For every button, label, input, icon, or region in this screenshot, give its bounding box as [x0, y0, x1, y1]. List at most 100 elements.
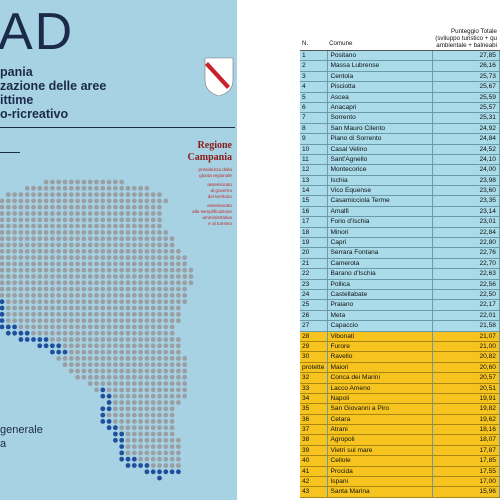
map-dot — [125, 444, 131, 449]
map-dot — [144, 274, 150, 279]
table-cell: Meta — [328, 310, 434, 321]
map-dot — [100, 185, 106, 191]
table-cell: 29 — [300, 341, 329, 352]
map-dot — [150, 318, 156, 323]
map-dot — [56, 337, 62, 342]
map-dot — [125, 236, 131, 242]
map-dot — [94, 179, 99, 185]
map-dot — [81, 299, 87, 305]
map-dot — [125, 431, 131, 437]
map-dot — [94, 274, 99, 279]
map-dot — [157, 469, 162, 475]
map-dot — [37, 337, 43, 342]
map-dot — [150, 450, 156, 456]
map-dot — [94, 330, 99, 336]
map-dot — [113, 419, 118, 424]
map-dot — [150, 337, 156, 342]
map-dot — [106, 230, 112, 235]
map-dot — [150, 456, 156, 462]
map-dot — [62, 318, 68, 323]
map-dot — [119, 248, 125, 254]
map-dot — [0, 293, 5, 298]
map-dot — [81, 211, 87, 216]
map-dot — [163, 280, 169, 286]
map-dot — [87, 267, 93, 273]
table-cell: protette — [300, 362, 329, 373]
map-dot — [106, 318, 112, 323]
map-dot — [43, 261, 49, 267]
map-dot — [31, 242, 36, 248]
table-cell: 24 — [300, 289, 329, 300]
map-dot — [50, 349, 55, 355]
map-dot — [144, 368, 150, 374]
map-dot — [138, 463, 144, 468]
map-dot — [113, 330, 118, 336]
table-cell: 24,84 — [433, 134, 500, 144]
table-cell: Centola — [328, 71, 434, 82]
table-cell: 21,00 — [433, 341, 500, 352]
map-dot — [81, 192, 87, 198]
map-dot — [176, 362, 181, 368]
map-dot — [157, 374, 162, 380]
map-dot — [157, 343, 162, 349]
map-dot — [100, 406, 106, 412]
map-dot — [163, 255, 169, 260]
map-dot — [138, 425, 144, 431]
map-dot — [94, 223, 99, 229]
table-row: 28 Vibonati 21,07 — [300, 331, 500, 342]
office-line: assessorato — [207, 182, 232, 187]
map-dot — [43, 204, 49, 210]
map-dot — [56, 305, 62, 311]
map-dot — [119, 431, 125, 437]
map-dot — [144, 280, 150, 286]
map-dot — [150, 406, 156, 412]
map-dot — [56, 311, 62, 317]
map-dot — [138, 368, 144, 374]
map-dot — [12, 230, 17, 235]
table-row: 24 Castellabate 22,50 — [300, 289, 500, 301]
map-dot — [81, 236, 87, 242]
map-dot — [87, 248, 93, 254]
map-dot — [163, 267, 169, 273]
map-dot — [157, 286, 162, 292]
map-dot — [18, 223, 24, 229]
table-row: 27 Capaccio 21,58 — [300, 321, 500, 332]
table-cell: 17,55 — [433, 466, 500, 477]
map-dot — [37, 267, 43, 273]
map-dot — [62, 242, 68, 248]
table-row: 13 Ischia 23,98 — [300, 175, 500, 187]
map-dot — [24, 230, 30, 235]
map-dot — [12, 324, 17, 330]
map-dot — [106, 185, 112, 191]
table-cell: 37 — [300, 425, 329, 435]
map-dot — [150, 374, 156, 380]
map-dot — [0, 211, 5, 216]
map-dot — [163, 374, 169, 380]
map-dot — [81, 198, 87, 204]
map-dot — [182, 267, 188, 273]
map-dot — [150, 299, 156, 305]
map-dot — [157, 293, 162, 298]
table-cell: Castellabate — [328, 289, 434, 300]
map-dot — [144, 299, 150, 305]
map-dot — [43, 337, 49, 342]
map-dot — [138, 185, 144, 191]
map-dot — [100, 387, 106, 393]
map-dot — [100, 330, 106, 336]
map-dot — [100, 293, 106, 298]
map-dot — [56, 204, 62, 210]
map-dot — [138, 261, 144, 267]
map-dot — [106, 293, 112, 298]
map-dot — [50, 211, 55, 216]
map-dot — [169, 267, 175, 273]
map-dot — [113, 362, 118, 368]
map-dot — [24, 192, 30, 198]
map-dot — [81, 179, 87, 185]
map-dot — [119, 362, 125, 368]
map-dot — [113, 261, 118, 267]
table-cell: Forio d'Ischia — [328, 217, 434, 227]
map-dot — [37, 217, 43, 223]
map-dot — [43, 280, 49, 286]
map-dot — [138, 318, 144, 323]
map-dot — [24, 311, 30, 317]
